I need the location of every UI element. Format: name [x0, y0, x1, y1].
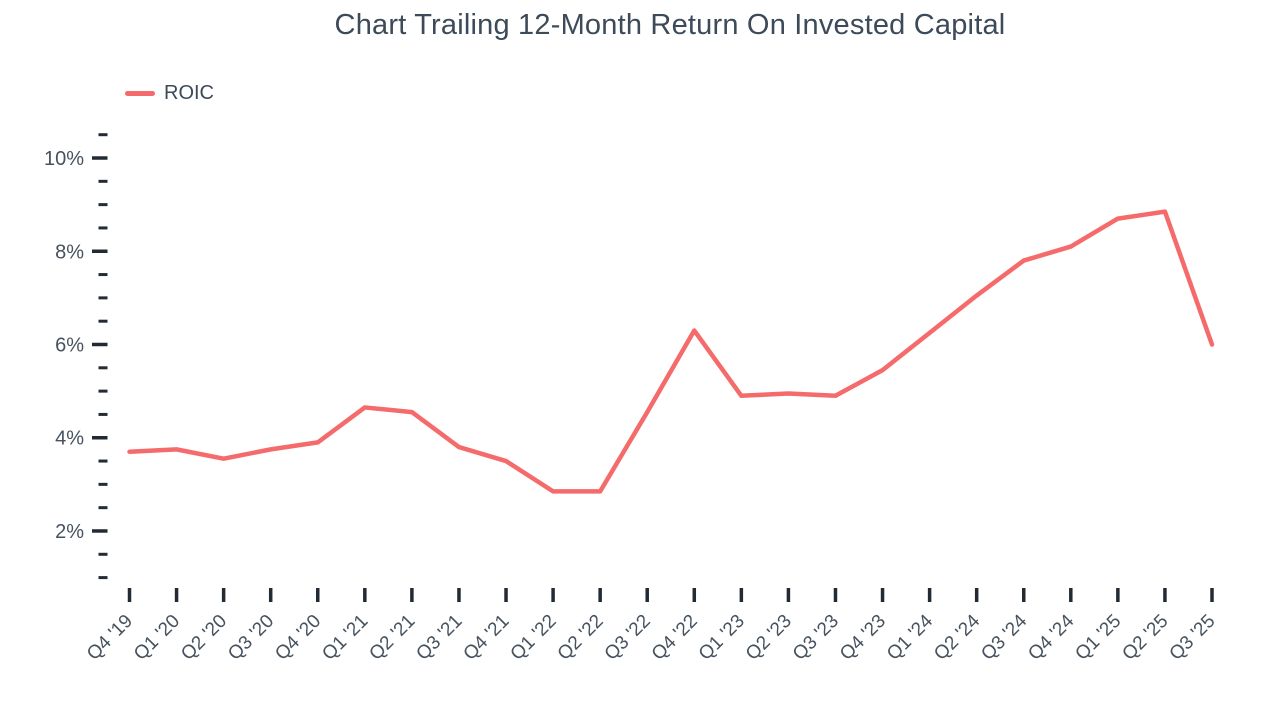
y-axis: 2% 4% 6% 8% 10%	[44, 133, 108, 580]
roic-series-line	[127, 209, 1215, 494]
x-tick-label: Q4 '21	[460, 611, 514, 665]
y-tick-label: 8%	[55, 241, 84, 263]
y-tick-label: 10%	[44, 148, 84, 170]
y-tick-label: 2%	[55, 521, 84, 543]
x-tick-label: Q2 '20	[177, 611, 231, 665]
x-tick-label: Q3 '22	[601, 611, 655, 665]
x-tick-label: Q3 '24	[977, 610, 1031, 664]
x-tick-label: Q4 '22	[648, 611, 702, 665]
legend-line-swatch	[125, 91, 155, 96]
x-tick-label: Q2 '21	[365, 611, 419, 665]
x-tick-label: Q2 '22	[554, 611, 608, 665]
x-tick-label: Q1 '24	[883, 610, 937, 664]
legend: ROIC	[125, 82, 214, 105]
x-tick-label: Q4 '23	[836, 611, 890, 665]
x-tick-label: Q1 '25	[1071, 611, 1125, 665]
x-tick-label: Q3 '25	[1166, 611, 1220, 665]
y-tick-label: 6%	[55, 334, 84, 356]
x-tick-label: Q3 '23	[789, 611, 843, 665]
x-tick-label: Q2 '24	[930, 610, 984, 664]
y-tick-label: 4%	[55, 428, 84, 450]
x-tick-label: Q1 '20	[130, 611, 184, 665]
x-tick-label: Q3 '20	[224, 611, 278, 665]
legend-label: ROIC	[164, 82, 214, 104]
x-tick-label: Q1 '23	[695, 611, 749, 665]
x-tick-label: Q3 '21	[412, 611, 466, 665]
x-tick-label: Q1 '22	[507, 611, 561, 665]
x-tick-label: Q4 '24	[1024, 610, 1078, 664]
x-tick-label: Q2 '23	[742, 611, 796, 665]
x-tick-label: Q4 '19	[83, 611, 137, 665]
x-tick-label: Q2 '25	[1118, 611, 1172, 665]
x-tick-label: Q1 '21	[318, 611, 372, 665]
chart-title: Chart Trailing 12-Month Return On Invest…	[334, 9, 1006, 41]
x-tick-label: Q4 '20	[271, 611, 325, 665]
